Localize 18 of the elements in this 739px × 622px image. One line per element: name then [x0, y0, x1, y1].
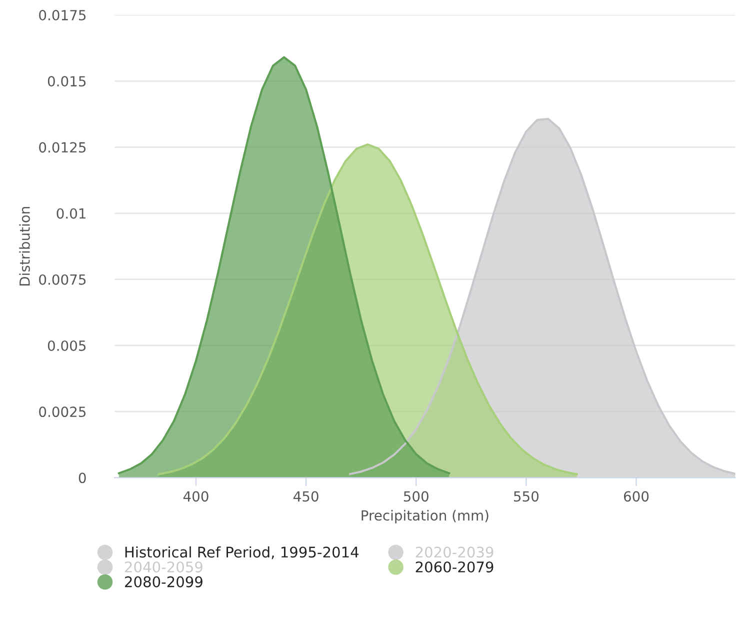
y-tick-label: 0.015 — [48, 76, 86, 87]
x-tick-label: 550 — [514, 491, 539, 502]
y-tick-label: 0.0125 — [39, 142, 86, 153]
legend-label: 2080-2099 — [125, 576, 202, 588]
y-tick-label: 0.0175 — [39, 10, 86, 20]
x-tick-label: 600 — [624, 491, 649, 502]
x-tick-label: 450 — [293, 491, 318, 502]
y-tick-label: 0.005 — [48, 340, 86, 351]
x-tick-label: 400 — [183, 491, 208, 502]
legend-label: Historical Ref Period, 1995-2014 — [125, 546, 359, 560]
y-tick-label: 0.0075 — [39, 274, 86, 285]
y-tick-label: 0 — [78, 472, 86, 484]
x-tick-label: 500 — [404, 491, 428, 502]
y-axis-title: Distribution — [19, 206, 30, 286]
x-axis-title: Precipitation (mm) — [362, 510, 488, 524]
y-tick-label: 0.0025 — [39, 406, 86, 418]
legend-label: 2060-2079 — [416, 561, 494, 572]
y-tick-label: 0.01 — [56, 208, 86, 219]
